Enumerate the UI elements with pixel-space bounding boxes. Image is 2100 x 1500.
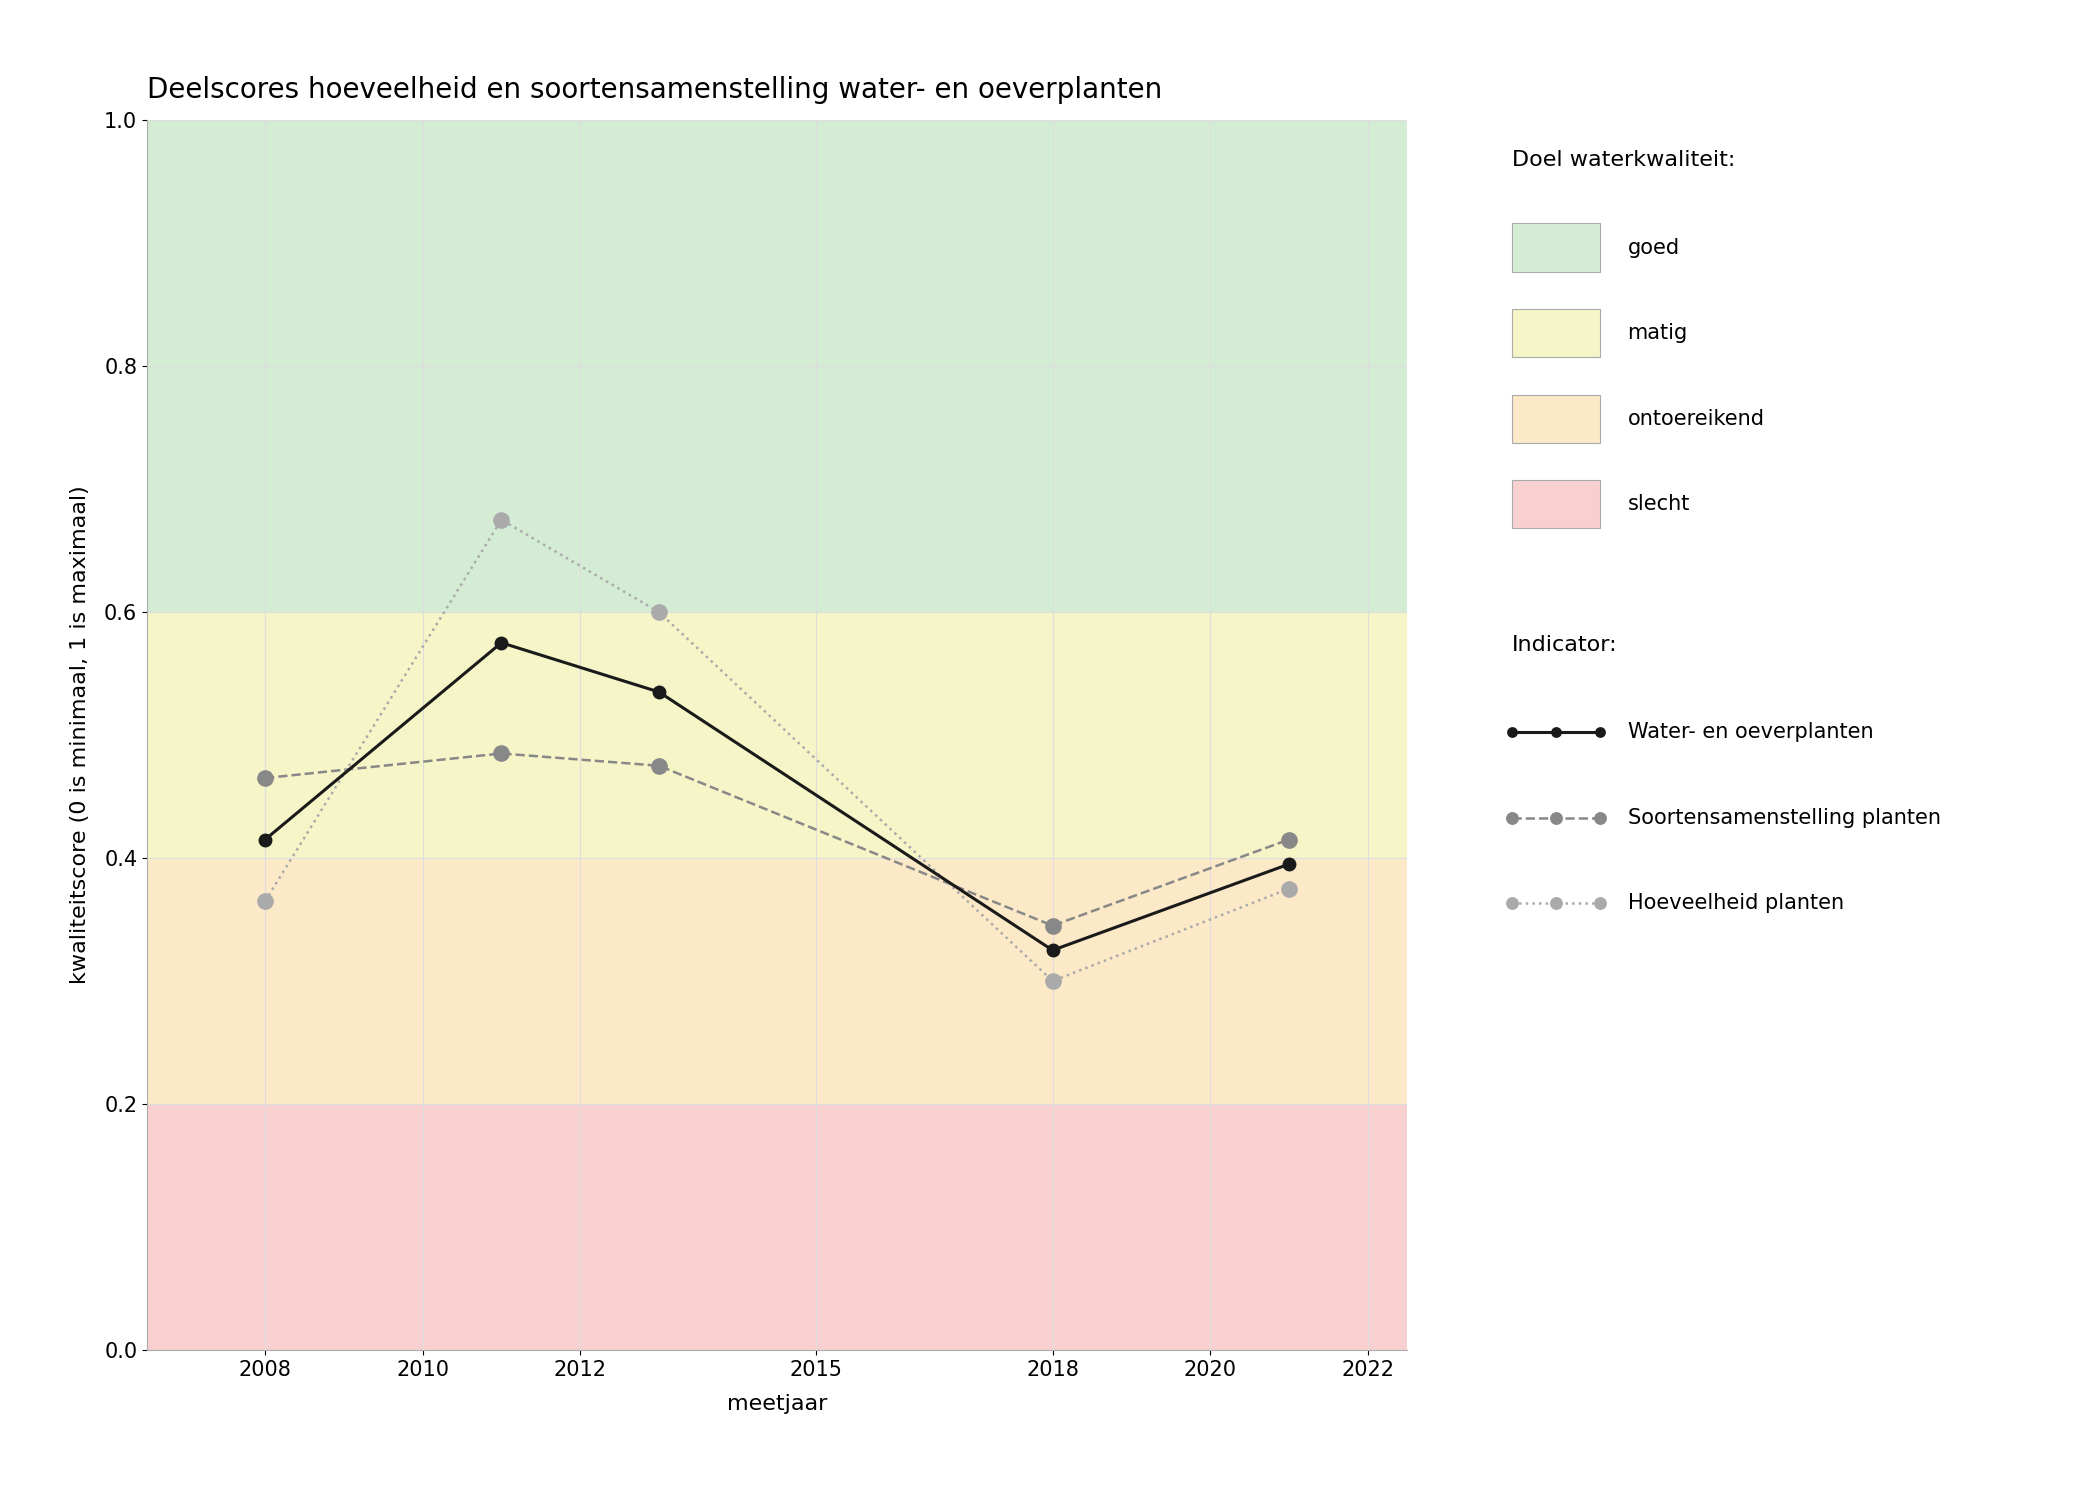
Bar [147, 858, 1407, 1104]
Y-axis label: kwaliteitscore (0 is minimaal, 1 is maximaal): kwaliteitscore (0 is minimaal, 1 is maxi… [69, 486, 90, 984]
Text: ontoereikend: ontoereikend [1628, 408, 1764, 429]
Text: Soortensamenstelling planten: Soortensamenstelling planten [1628, 807, 1940, 828]
Bar [147, 120, 1407, 612]
Bar [147, 612, 1407, 858]
Bar [147, 1104, 1407, 1350]
Text: slecht: slecht [1628, 494, 1690, 514]
X-axis label: meetjaar: meetjaar [727, 1394, 827, 1413]
Text: Deelscores hoeveelheid en soortensamenstelling water- en oeverplanten: Deelscores hoeveelheid en soortensamenst… [147, 76, 1161, 104]
Text: matig: matig [1628, 322, 1688, 344]
Text: Doel waterkwaliteit:: Doel waterkwaliteit: [1512, 150, 1735, 170]
Text: Water- en oeverplanten: Water- en oeverplanten [1628, 722, 1873, 742]
Text: goed: goed [1628, 237, 1680, 258]
Text: Indicator:: Indicator: [1512, 634, 1617, 654]
Text: Hoeveelheid planten: Hoeveelheid planten [1628, 892, 1844, 914]
